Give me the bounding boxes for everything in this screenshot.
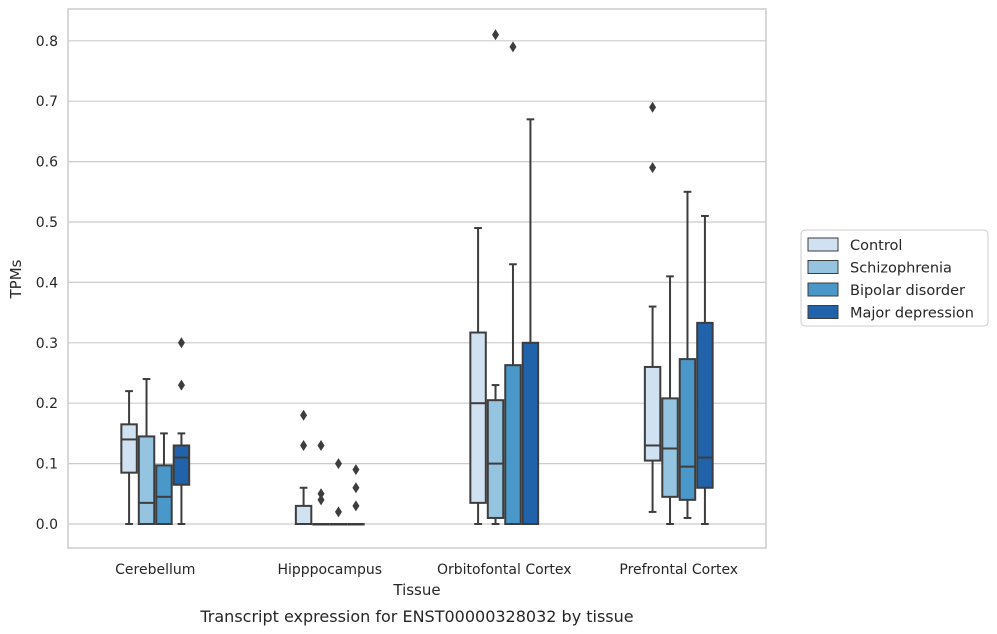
x-tick-label: Orbitofontal Cortex bbox=[437, 562, 572, 578]
legend-swatch bbox=[807, 305, 839, 319]
legend-item: Schizophrenia bbox=[807, 260, 952, 277]
box-group bbox=[329, 458, 348, 526]
box-group bbox=[504, 41, 522, 526]
outlier-point bbox=[352, 500, 360, 512]
legend-swatch bbox=[807, 282, 839, 297]
box-group bbox=[469, 227, 487, 525]
legend-label: Bipolar disorder bbox=[850, 283, 965, 299]
outlier-point bbox=[177, 337, 185, 349]
box-iqr bbox=[678, 358, 697, 501]
legend-item: Bipolar disorder bbox=[807, 282, 965, 299]
outlier-point bbox=[352, 482, 360, 494]
outlier-point bbox=[334, 458, 342, 470]
y-tick-label: 0.3 bbox=[36, 336, 58, 352]
x-tick-label: Hipppocampus bbox=[277, 562, 382, 578]
box-group bbox=[696, 214, 714, 525]
y-tick-label: 0.2 bbox=[36, 396, 58, 412]
box-group bbox=[661, 275, 679, 525]
outlier-point bbox=[649, 162, 657, 174]
box-iqr bbox=[486, 399, 505, 519]
outlier-point bbox=[492, 29, 500, 41]
x-axis-title: Tissue bbox=[392, 581, 440, 599]
outlier-point bbox=[177, 379, 185, 391]
y-tick-label: 0.0 bbox=[36, 517, 58, 533]
plot-frame bbox=[67, 8, 767, 549]
box-group bbox=[521, 118, 540, 525]
y-tick-label: 0.1 bbox=[36, 457, 58, 473]
outlier-point bbox=[300, 409, 308, 421]
box-group bbox=[120, 390, 138, 525]
box-iqr bbox=[696, 321, 714, 489]
outlier-point bbox=[352, 464, 360, 476]
outlier-point bbox=[334, 506, 342, 518]
outlier-point bbox=[317, 488, 325, 500]
box-group bbox=[294, 409, 313, 526]
outlier-point bbox=[509, 41, 517, 53]
box-iqr bbox=[504, 364, 522, 526]
x-tick-labels: Cerebellum Hipppocampus Orbitofontal Corte… bbox=[115, 562, 738, 578]
chart-caption: Transcript expression for ENST0000032803… bbox=[199, 607, 633, 626]
outlier-point bbox=[317, 494, 325, 506]
box-group bbox=[486, 29, 505, 525]
legend-swatch bbox=[807, 260, 839, 274]
box-iqr bbox=[120, 423, 138, 474]
box-iqr bbox=[155, 464, 173, 525]
y-tick-label: 0.4 bbox=[36, 275, 58, 291]
boxes bbox=[120, 29, 714, 526]
box-group bbox=[137, 378, 156, 526]
box-group bbox=[347, 464, 365, 526]
legend-label: Schizophrenia bbox=[850, 261, 952, 277]
box-iqr bbox=[643, 365, 662, 462]
legend-item: Control bbox=[807, 237, 902, 254]
y-tick-label: 0.7 bbox=[36, 94, 58, 110]
legend-swatch bbox=[807, 237, 839, 252]
box-group bbox=[172, 337, 191, 525]
box-group bbox=[312, 439, 330, 526]
legend-item: Major depression bbox=[807, 305, 974, 322]
outlier-point bbox=[300, 439, 308, 451]
y-tick-labels: 0.0 0.1 0.2 0.3 0.4 0.5 0.6 0.7 0.8 bbox=[36, 34, 58, 533]
x-tick-label: Cerebellum bbox=[115, 562, 195, 578]
box-iqr bbox=[469, 331, 487, 504]
outlier-point bbox=[649, 101, 657, 113]
box-iqr bbox=[294, 504, 313, 526]
legend-frame bbox=[800, 229, 989, 327]
legend-label: Control bbox=[850, 238, 902, 254]
y-tick-label: 0.5 bbox=[36, 215, 58, 231]
y-tick-label: 0.6 bbox=[36, 155, 58, 171]
legend-label: Major depression bbox=[850, 306, 974, 322]
outlier-point bbox=[317, 439, 325, 451]
box-iqr bbox=[172, 444, 191, 486]
x-tick-label: Prefrontal Cortex bbox=[619, 562, 738, 578]
y-tick-label: 0.8 bbox=[36, 34, 58, 50]
box-iqr bbox=[137, 435, 156, 526]
box-group bbox=[643, 101, 662, 513]
box-group bbox=[678, 190, 697, 519]
box-group bbox=[155, 432, 173, 525]
box-iqr bbox=[521, 341, 540, 525]
y-axis-title: TPMs bbox=[7, 259, 25, 299]
legend: Control Schizophrenia Bipolar disorder Majo… bbox=[800, 229, 989, 327]
